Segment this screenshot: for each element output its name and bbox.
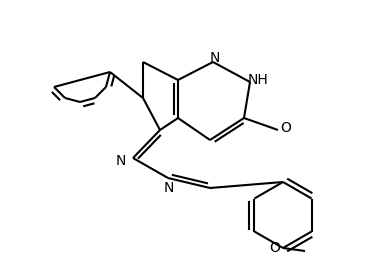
Text: N: N (164, 181, 174, 195)
Text: N: N (210, 51, 220, 65)
Text: O: O (269, 241, 280, 255)
Text: N: N (116, 154, 126, 168)
Text: O: O (280, 121, 291, 135)
Text: NH: NH (248, 73, 268, 87)
